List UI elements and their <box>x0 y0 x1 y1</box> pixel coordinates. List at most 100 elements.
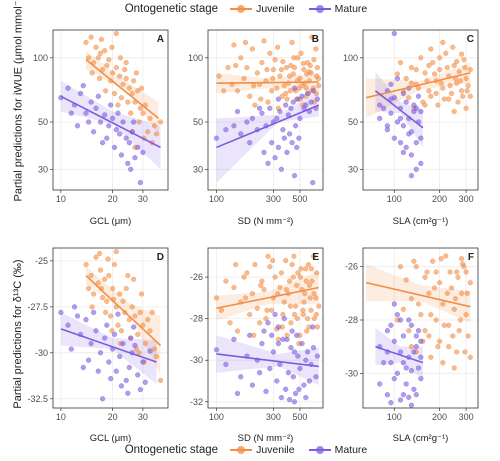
data-point-mature <box>306 378 313 384</box>
data-point-juvenile <box>95 55 101 61</box>
data-point-juvenile <box>306 282 313 289</box>
data-point-mature <box>126 140 132 146</box>
data-point-mature <box>249 115 256 122</box>
data-point-juvenile <box>446 322 452 328</box>
data-point-juvenile <box>113 30 119 37</box>
data-point-juvenile <box>418 312 424 318</box>
data-point-juvenile <box>465 333 471 339</box>
y-tick-label: -30 <box>35 348 48 358</box>
data-point-juvenile <box>426 290 432 296</box>
data-point-mature <box>291 85 298 91</box>
data-point-juvenile <box>247 311 253 318</box>
data-point-mature <box>413 166 419 172</box>
data-point-juvenile <box>435 102 441 108</box>
data-point-mature <box>102 335 108 341</box>
x-tick-label: 30 <box>138 412 148 422</box>
data-point-juvenile <box>287 73 293 79</box>
data-point-mature <box>90 129 97 135</box>
confidence-band-juvenile <box>216 270 319 321</box>
data-point-mature <box>295 353 301 359</box>
data-point-mature <box>294 332 300 338</box>
data-point-juvenile <box>426 88 432 94</box>
data-point-juvenile <box>264 307 270 313</box>
legend-item-mature-bottom: Mature <box>308 444 367 456</box>
legend-label-juvenile: Juvenile <box>256 3 295 15</box>
data-point-juvenile <box>133 70 140 76</box>
data-point-juvenile <box>438 256 444 262</box>
data-point-mature <box>381 105 387 111</box>
data-point-mature <box>408 368 415 374</box>
data-point-mature <box>408 322 415 328</box>
data-point-juvenile <box>259 59 265 66</box>
data-point-juvenile <box>455 99 461 105</box>
data-point-juvenile <box>306 69 312 75</box>
data-point-juvenile <box>223 278 229 284</box>
fit-line-juvenile <box>216 81 319 85</box>
data-point-juvenile <box>450 333 456 339</box>
data-point-juvenile <box>123 59 129 66</box>
data-point-mature <box>403 381 409 387</box>
data-point-mature <box>281 316 287 322</box>
data-point-mature <box>290 374 296 380</box>
data-point-juvenile <box>316 83 322 89</box>
data-point-juvenile <box>275 44 281 50</box>
y-tick-label: -32 <box>190 397 203 407</box>
data-point-mature <box>299 93 305 99</box>
data-point-juvenile <box>413 66 419 73</box>
data-point-mature <box>400 149 407 156</box>
legend-bottom: Ontogenetic stage Juvenile Mature <box>0 444 500 456</box>
data-point-mature <box>284 149 290 156</box>
fit-line-mature <box>60 328 157 363</box>
fit-line-mature <box>374 90 424 129</box>
data-point-juvenile <box>454 58 460 65</box>
data-point-mature <box>314 96 321 102</box>
data-point-juvenile <box>258 282 264 289</box>
panel-f-frame <box>362 247 479 409</box>
data-point-mature <box>137 180 144 186</box>
x-axis-label: GCL (μm) <box>90 216 132 227</box>
data-point-mature <box>265 160 271 167</box>
data-point-mature <box>297 365 303 372</box>
data-point-juvenile <box>440 39 446 46</box>
data-point-mature <box>213 135 220 141</box>
data-point-mature <box>303 357 309 363</box>
data-point-mature <box>418 354 424 360</box>
data-point-mature <box>275 341 282 347</box>
data-point-juvenile <box>122 66 128 73</box>
data-point-mature <box>113 127 119 133</box>
data-point-juvenile <box>113 249 119 255</box>
x-tick-label: 300 <box>266 194 281 204</box>
panel-e: 100 300 500 -32 -30 -28 -26 E SD (N mm⁻²) <box>190 247 324 444</box>
legend-key-mature-bottom <box>308 444 331 456</box>
data-point-mature <box>303 395 309 401</box>
data-point-mature <box>97 119 104 125</box>
data-point-mature <box>213 347 220 353</box>
data-point-mature <box>403 144 409 151</box>
data-point-mature <box>238 374 244 380</box>
data-point-juvenile <box>151 123 158 129</box>
data-point-mature <box>65 322 71 328</box>
data-point-mature <box>377 381 383 387</box>
data-point-mature <box>74 313 81 319</box>
data-point-juvenile <box>85 285 92 292</box>
legend-top: Ontogenetic stage Juvenile Mature <box>0 3 500 15</box>
fit-line-mature <box>375 345 424 364</box>
panel-f: 100 200 300 -30 -28 -26 F SLA (cm²g⁻¹) <box>345 247 479 444</box>
data-point-mature <box>388 360 394 366</box>
data-point-mature <box>294 144 300 151</box>
data-point-juvenile <box>233 62 239 69</box>
data-point-mature <box>288 345 294 351</box>
data-point-mature <box>117 353 123 360</box>
data-point-juvenile <box>99 295 106 301</box>
data-point-mature <box>231 123 237 129</box>
data-point-juvenile <box>157 377 164 384</box>
data-point-juvenile <box>283 287 290 293</box>
panel-b: 100 300 500 30 50 100 B SD (N mm⁻²) <box>188 29 324 227</box>
data-point-juvenile <box>394 71 401 77</box>
data-point-mature <box>118 152 125 158</box>
data-point-juvenile <box>249 46 256 52</box>
data-point-juvenile <box>267 50 273 56</box>
y-tick-label: 50 <box>38 117 48 127</box>
x-axis-label: SLA (cm²g⁻¹) <box>393 216 449 227</box>
data-point-mature <box>83 110 89 116</box>
